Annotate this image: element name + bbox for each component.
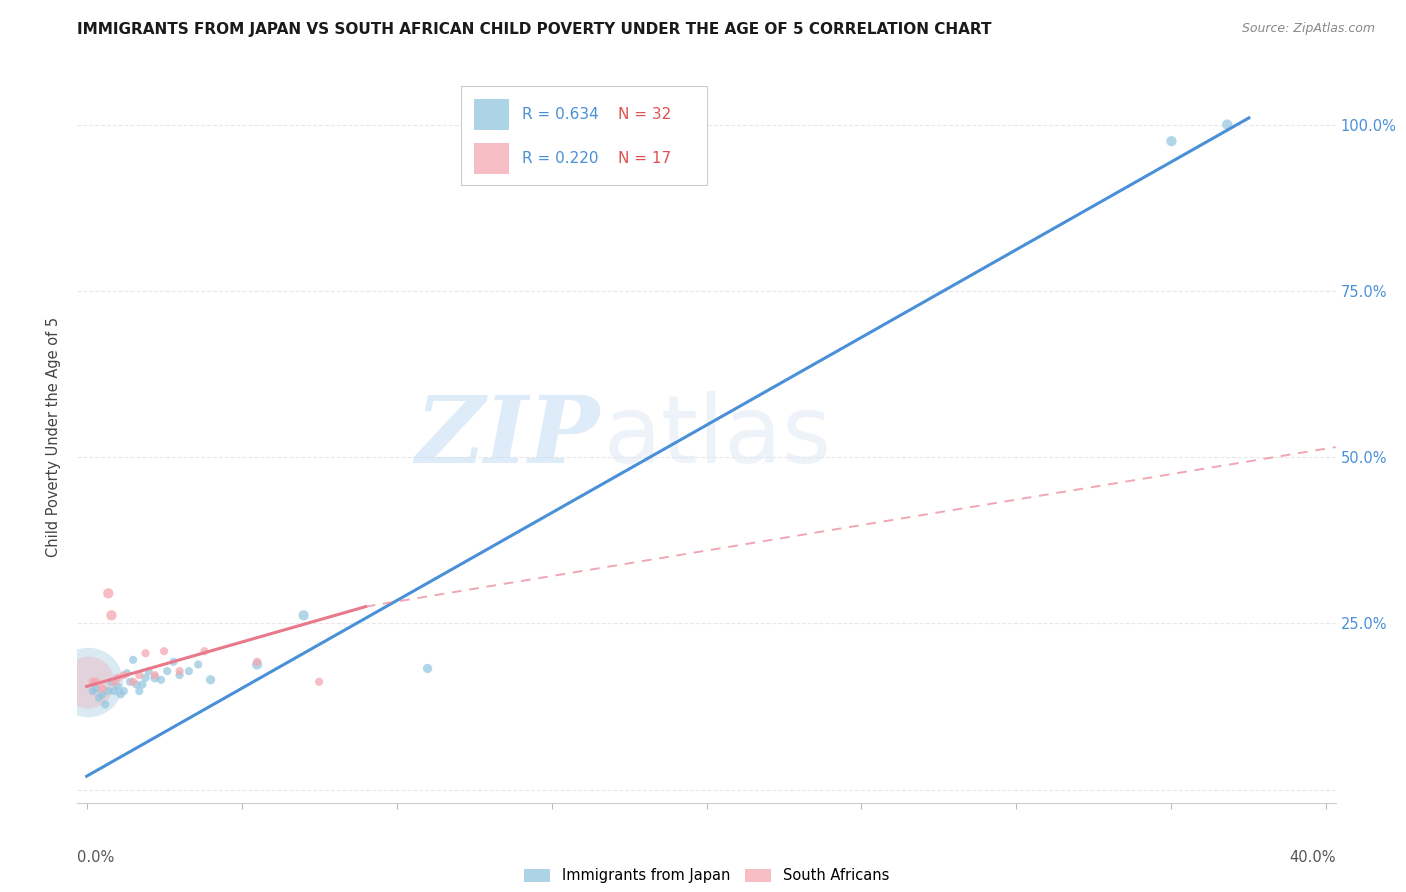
Point [112, 668, 135, 682]
Point [97, 586, 120, 600]
Text: N = 17: N = 17 [619, 151, 672, 166]
Text: N = 32: N = 32 [619, 107, 672, 122]
Point [77, 674, 100, 689]
Point [125, 677, 148, 691]
Y-axis label: Child Poverty Under the Age of 5: Child Poverty Under the Age of 5 [46, 317, 62, 558]
Point [87, 690, 110, 705]
Point [134, 646, 156, 660]
Point [150, 673, 173, 687]
Point [103, 684, 125, 698]
Point [128, 668, 150, 682]
Point [112, 684, 135, 698]
Point [292, 608, 315, 623]
Point [128, 684, 150, 698]
Point [84, 674, 107, 689]
Text: atlas: atlas [603, 391, 831, 483]
Point [118, 674, 141, 689]
Point [77, 674, 100, 689]
Text: IMMIGRANTS FROM JAPAN VS SOUTH AFRICAN CHILD POVERTY UNDER THE AGE OF 5 CORRELAT: IMMIGRANTS FROM JAPAN VS SOUTH AFRICAN C… [77, 22, 991, 37]
Point [246, 657, 269, 672]
Point [122, 653, 145, 667]
Point [103, 674, 125, 689]
Point [1160, 134, 1182, 148]
Point [107, 680, 129, 694]
FancyBboxPatch shape [474, 99, 509, 130]
Text: 0.0%: 0.0% [77, 850, 114, 865]
Text: R = 0.634: R = 0.634 [522, 107, 599, 122]
Point [84, 681, 107, 696]
Text: ZIP: ZIP [415, 392, 599, 482]
Point [200, 673, 222, 687]
Point [82, 674, 104, 689]
FancyBboxPatch shape [474, 143, 509, 174]
Point [162, 655, 184, 669]
Point [187, 657, 209, 672]
Point [107, 671, 129, 685]
Point [131, 677, 153, 691]
Point [416, 661, 439, 675]
Point [100, 608, 122, 623]
Point [138, 664, 160, 678]
Point [110, 687, 132, 701]
Point [94, 698, 117, 712]
Point [169, 664, 191, 678]
Point [97, 684, 120, 698]
Point [193, 644, 215, 658]
Point [143, 671, 166, 685]
Point [1216, 118, 1239, 132]
Text: R = 0.220: R = 0.220 [522, 151, 598, 166]
Point [100, 674, 122, 689]
Text: 40.0%: 40.0% [1289, 850, 1336, 865]
Point [143, 668, 166, 682]
Point [91, 681, 114, 696]
Point [115, 666, 138, 681]
Point [122, 674, 145, 689]
Point [153, 644, 176, 658]
Text: Source: ZipAtlas.com: Source: ZipAtlas.com [1241, 22, 1375, 36]
Point [169, 668, 191, 682]
Point [134, 671, 156, 685]
FancyBboxPatch shape [461, 86, 707, 185]
Point [177, 664, 200, 678]
Point [246, 655, 269, 669]
Point [82, 684, 104, 698]
Point [156, 664, 179, 678]
Legend: Immigrants from Japan, South Africans: Immigrants from Japan, South Africans [524, 868, 889, 883]
Point [308, 674, 330, 689]
Point [91, 687, 114, 701]
